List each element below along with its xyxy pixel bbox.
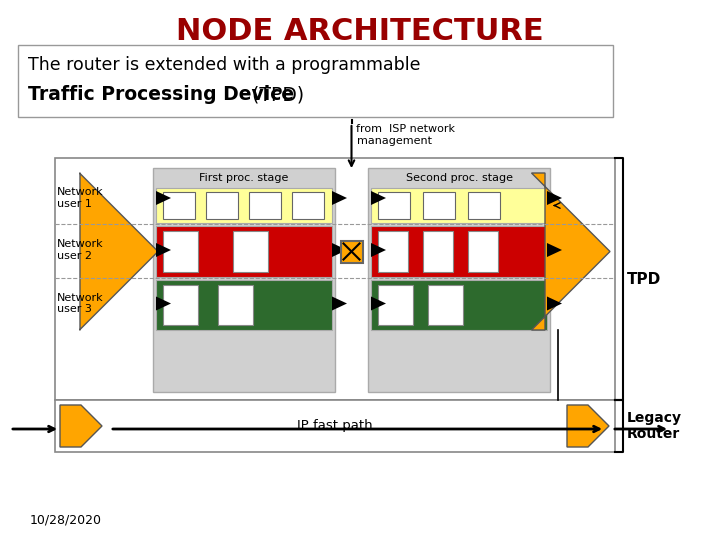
- Polygon shape: [60, 405, 102, 447]
- Text: IP fast path: IP fast path: [297, 420, 373, 433]
- Polygon shape: [547, 296, 562, 310]
- Polygon shape: [567, 405, 609, 447]
- Polygon shape: [371, 243, 386, 257]
- Bar: [163, 192, 195, 219]
- Text: First proc. stage: First proc. stage: [199, 173, 289, 183]
- Bar: [371, 226, 547, 277]
- Text: Network
user 1: Network user 1: [57, 187, 104, 209]
- Text: from  ISP network
management: from ISP network management: [356, 124, 456, 146]
- Bar: [423, 192, 455, 219]
- Text: Network
user 3: Network user 3: [57, 293, 104, 314]
- Bar: [233, 231, 268, 272]
- Bar: [378, 285, 413, 325]
- Bar: [423, 231, 453, 272]
- Bar: [153, 168, 335, 392]
- Polygon shape: [79, 173, 158, 330]
- Bar: [55, 400, 615, 452]
- Bar: [218, 285, 253, 325]
- Bar: [368, 168, 550, 392]
- Polygon shape: [156, 243, 171, 257]
- Polygon shape: [371, 191, 386, 205]
- Bar: [156, 280, 332, 330]
- Polygon shape: [156, 191, 171, 205]
- Text: (TPD): (TPD): [246, 85, 304, 105]
- Bar: [206, 192, 238, 219]
- Bar: [378, 192, 410, 219]
- Bar: [163, 231, 198, 272]
- Bar: [156, 226, 332, 277]
- Text: NODE ARCHITECTURE: NODE ARCHITECTURE: [176, 17, 544, 46]
- Text: Traffic Processing Device: Traffic Processing Device: [28, 85, 294, 105]
- Polygon shape: [531, 173, 610, 330]
- Bar: [371, 188, 547, 223]
- Text: Network
user 2: Network user 2: [57, 239, 104, 261]
- Bar: [292, 192, 324, 219]
- Text: Second proc. stage: Second proc. stage: [405, 173, 513, 183]
- Bar: [18, 45, 613, 117]
- Polygon shape: [547, 191, 562, 205]
- Bar: [371, 280, 547, 330]
- Polygon shape: [156, 296, 171, 310]
- Polygon shape: [547, 243, 562, 257]
- Bar: [249, 192, 281, 219]
- Bar: [55, 158, 615, 400]
- Bar: [341, 240, 362, 262]
- Polygon shape: [371, 296, 386, 310]
- Text: The router is extended with a programmable: The router is extended with a programmab…: [28, 56, 420, 74]
- Bar: [156, 188, 332, 223]
- Text: TPD: TPD: [627, 272, 661, 287]
- Polygon shape: [332, 296, 347, 310]
- Bar: [378, 231, 408, 272]
- Bar: [163, 285, 198, 325]
- Polygon shape: [332, 191, 347, 205]
- Text: Legacy
Router: Legacy Router: [627, 411, 682, 441]
- Bar: [468, 231, 498, 272]
- Bar: [468, 192, 500, 219]
- Bar: [428, 285, 463, 325]
- Text: 10/28/2020: 10/28/2020: [30, 514, 102, 526]
- Polygon shape: [332, 243, 347, 257]
